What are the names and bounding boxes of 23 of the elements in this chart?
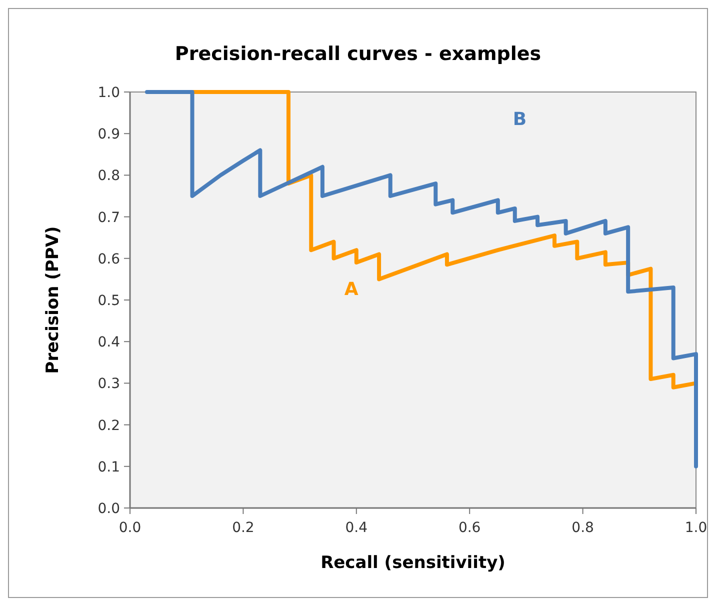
line-series — [144, 90, 698, 468]
x-tick-label: 0.8 — [572, 520, 594, 536]
x-tick-label: 0.4 — [345, 520, 368, 536]
y-tick-label: 0.5 — [98, 293, 120, 309]
text: B — [512, 109, 527, 130]
x-tick-label: 1.0 — [684, 520, 708, 536]
y-axis-title: Precision (PPV) — [43, 226, 63, 374]
x-tick-label: 0.0 — [118, 520, 142, 536]
x-tick-label: 0.2 — [232, 520, 254, 536]
y-tick-label: 0.7 — [98, 210, 120, 226]
y-tick-label: 0.2 — [98, 418, 120, 434]
y-tick-label: 0.8 — [98, 168, 120, 184]
y-tick-label: 0.1 — [98, 459, 120, 476]
y-tick-label: 0.6 — [98, 251, 120, 268]
x-tick-label: 0.6 — [458, 520, 481, 536]
y-tick-label: 0.9 — [98, 126, 120, 143]
y-tick-label: 1.0 — [98, 85, 120, 101]
chart-title: Precision-recall curves - examples — [174, 43, 542, 65]
x-axis-title: Recall (sensitiviity) — [320, 553, 506, 573]
y-tick-label: 0.3 — [98, 376, 120, 392]
series-label: A — [344, 279, 358, 300]
y-tick-label: 0.0 — [98, 501, 120, 517]
y-tick-label: 0.4 — [98, 334, 120, 351]
